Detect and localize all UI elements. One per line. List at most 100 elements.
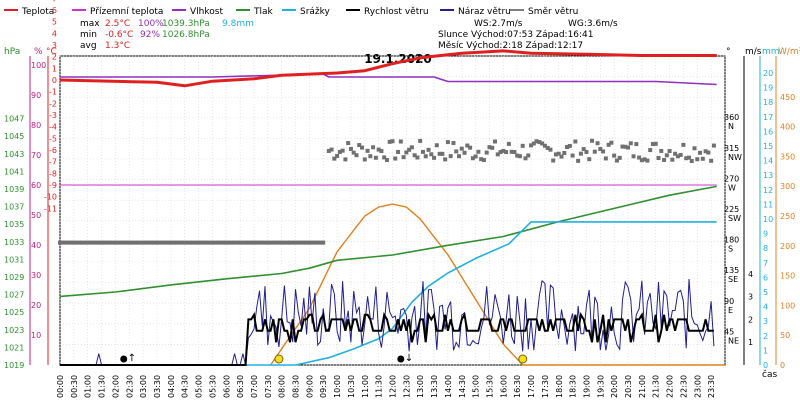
wind-dir-dot [667,149,672,154]
wind-dir-dot [171,240,176,245]
wind-dir-dot [221,240,226,245]
axis-c-tick: -10 [44,193,57,202]
axis-hpa-tick: 1039 [4,185,24,194]
axis-mm-tick: 6 [763,273,768,282]
wind-dir-dot [193,240,198,245]
wind-dir-dot [390,139,395,144]
axis-c-tick: -11 [44,204,57,213]
axis-c-tick: -8 [49,169,57,178]
wind-dir-dot [686,155,691,160]
wind-dir-dot [506,141,511,146]
wind-dir-dot [118,240,123,245]
wind-dir-dot [548,147,553,152]
axis-hpa-tick: 1041 [4,167,24,176]
wind-dir-dot [703,149,708,154]
wind-dir-dot [116,240,121,245]
axis-dir-unit: ° [726,47,731,57]
axis-hpa-unit: hPa [4,47,20,57]
wind-dir-dot [592,149,597,154]
wind-dir-dot [650,142,655,147]
series-layer: ↑ ↓ [58,49,725,366]
wind-dir-dot [540,141,545,146]
axis-x-tick: 17:00 [527,375,536,398]
wind-dir-dot [299,240,304,245]
axis-c-tick: 5 [52,18,57,27]
stat-max-label: max [80,19,100,29]
axis-dir-tick: 270 [724,174,739,183]
series-humidity [60,73,717,86]
axis-wm-tick: 350 [780,152,795,161]
wind-dir-dot [343,157,348,162]
wind-dir-dot [432,155,437,160]
wind-dir-dot [459,146,464,151]
legend-label-srazky: Srážky [300,7,331,17]
wind-dir-dot [692,146,697,151]
moonrise-arrow: ↑ [128,353,136,364]
stat-avg-label: avg [80,41,97,51]
stat-min-hum: 92% [140,30,160,40]
wind-dir-dot [678,152,683,157]
wind-dir-dot [664,153,669,158]
axis-x-tick: 01:00 [84,375,93,398]
wind-dir-dot [113,240,118,245]
axis-dir-name: NE [728,336,739,345]
axis-x-tick: 12:30 [402,375,411,398]
axis-mm-tick: 8 [763,244,768,253]
wind-dir-dot [315,240,320,245]
wind-dir-dot [246,240,251,245]
wind-dir-dot [263,240,268,245]
axis-c-tick: -1 [49,88,57,97]
axis-dir-name: E [728,306,733,315]
wind-dir-dot [360,145,365,150]
wind-dir-dot [637,155,642,160]
axis-dir-tick: 360 [724,113,739,122]
legend-label-naraz: Náraz větru [458,7,511,17]
sunset-marker [518,354,528,364]
axis-dir-name: SW [728,214,741,223]
wind-dir-dot [553,152,558,157]
axis-dir-name: S [728,245,733,254]
axis-hpa-tick: 1037 [4,203,24,212]
wind-dir-dot [614,158,619,163]
wind-dir-dot [94,240,99,245]
axis-x-tick: 23:00 [693,375,702,398]
wind-dir-dot [138,240,143,245]
wind-dir-dot [415,155,420,160]
wind-dir-dot [82,240,87,245]
axis-dir-name: W [728,183,736,192]
axis-mm-tick: 15 [763,142,773,151]
wind-dir-dot [179,240,184,245]
axis-pct-tick: 10 [31,331,41,340]
wind-dir-dot [603,156,608,161]
wind-dir-dot [354,153,359,158]
wind-dir-dot [581,147,586,152]
axis-mm-tick: 13 [763,171,773,180]
axis-x-tick: 04:00 [167,375,176,398]
wind-dir-dot [174,240,179,245]
wind-dir-dot [578,151,583,156]
wind-dir-dot [573,139,578,144]
axis-mm-tick: 2 [763,332,768,341]
wind-dir-dot [154,240,159,245]
wind-dir-dot [387,139,392,144]
wind-dir-dot [132,240,137,245]
axis-wm: W/m² 450 400 350 300 250 200 150 100 50 0 [775,47,800,370]
stat-max-hum: 100% [138,19,164,29]
axis-x-tick: 07:00 [250,375,259,398]
wind-dir-dot [88,240,93,245]
wind-dir-dot [279,240,284,245]
legend-label-rychlost: Rychlost větru [364,7,429,17]
wind-dir-dot [639,158,644,163]
wind-dir-dot [66,240,71,245]
axis-x-tick: 19:00 [582,375,591,398]
wind-dir-dot [285,240,290,245]
axis-c-tick: -7 [49,158,57,167]
wind-dir-dot [282,240,287,245]
wind-dir-dot [80,240,85,245]
axis-dir-name: N [728,122,734,131]
stat-min-press: 1026.8hPa [162,30,210,40]
series-wind-speed [60,311,714,366]
axis-dir-name: SE [728,275,738,284]
wind-dir-dot [609,140,614,145]
